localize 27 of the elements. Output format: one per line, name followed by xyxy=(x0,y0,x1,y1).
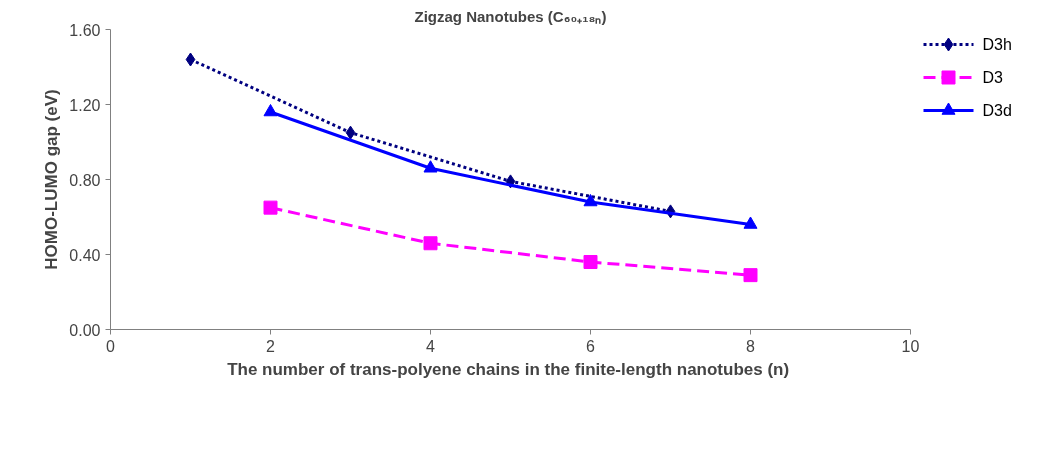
point xyxy=(583,193,598,207)
y-tick-label: 1.20 xyxy=(69,96,101,114)
x-tick-label: 2 xyxy=(266,337,276,355)
point xyxy=(263,200,278,215)
point xyxy=(743,268,758,283)
chart-title: Zigzag Nanotubes (C₆₀₊₁₈ₙ) xyxy=(414,7,607,25)
y-tick-label: 1.60 xyxy=(69,21,101,39)
x-tick-label: 6 xyxy=(586,337,596,355)
y-tick-label: 0.00 xyxy=(69,321,101,339)
legend-label: D3h xyxy=(982,36,1012,53)
point xyxy=(423,160,438,173)
x-tick-label: 8 xyxy=(746,337,756,355)
point xyxy=(423,236,438,251)
point xyxy=(583,255,598,269)
x-axis-title: The number of trans-polyene chains in the finite-length nanotubes (n) xyxy=(227,359,790,379)
y-tick-label: 0.80 xyxy=(69,171,101,189)
legend-label: D3 xyxy=(982,69,1004,86)
point xyxy=(263,103,278,117)
x-tick-label: 10 xyxy=(901,337,920,355)
point xyxy=(185,52,196,67)
x-tick-label: 0 xyxy=(106,337,116,355)
point xyxy=(345,125,356,140)
point xyxy=(743,216,758,229)
y-tick-label: 0.40 xyxy=(69,246,101,264)
y-axis-title: HOMO-LUMO gap (eV) xyxy=(42,89,62,270)
legend-label: D3d xyxy=(982,102,1012,119)
x-tick-label: 4 xyxy=(426,337,436,355)
